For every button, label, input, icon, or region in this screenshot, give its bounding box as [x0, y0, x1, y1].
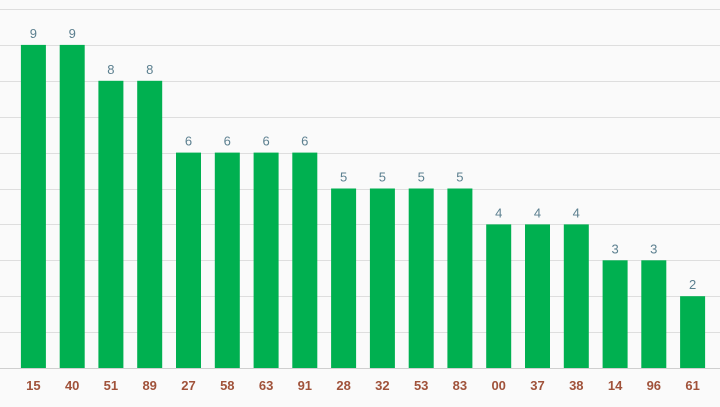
- bar-40: [59, 44, 85, 369]
- x-tick-label-51: 51: [104, 378, 118, 393]
- data-label-27: 6: [185, 134, 192, 149]
- bar-61: [680, 296, 706, 368]
- data-label-15: 9: [30, 26, 37, 41]
- x-tick-label-61: 61: [685, 378, 699, 393]
- x-tick-label-53: 53: [414, 378, 428, 393]
- data-label-83: 5: [456, 170, 463, 185]
- data-label-89: 8: [146, 62, 153, 77]
- x-tick-label-37: 37: [530, 378, 544, 393]
- bar-14: [602, 260, 628, 368]
- x-tick-label-89: 89: [142, 378, 156, 393]
- x-tick-label-15: 15: [26, 378, 40, 393]
- data-label-91: 6: [301, 134, 308, 149]
- bar-38: [563, 224, 589, 368]
- data-label-32: 5: [379, 170, 386, 185]
- bar-37: [525, 224, 550, 368]
- bar-96: [641, 260, 667, 368]
- x-tick-label-00: 00: [491, 378, 505, 393]
- data-label-28: 5: [340, 170, 347, 185]
- x-tick-label-63: 63: [259, 378, 273, 393]
- data-label-37: 4: [534, 205, 541, 220]
- bar-28: [331, 188, 357, 368]
- data-label-53: 5: [418, 170, 425, 185]
- bars: [20, 44, 706, 369]
- bar-15: [20, 44, 46, 369]
- bar-00: [486, 224, 512, 368]
- x-tick-label-91: 91: [298, 378, 312, 393]
- bar-53: [408, 188, 434, 368]
- data-label-96: 3: [650, 241, 657, 256]
- x-tick-label-32: 32: [375, 378, 389, 393]
- data-labels: 9 9 8 8 6 6 6 6 5 5 5 5 4 4 4 3 3 2: [30, 26, 696, 292]
- data-label-63: 6: [262, 134, 269, 149]
- data-label-61: 2: [689, 277, 696, 292]
- bar-89: [137, 80, 163, 369]
- bar-63: [253, 152, 279, 368]
- data-label-00: 4: [495, 205, 502, 220]
- x-tick-label-38: 38: [569, 378, 583, 393]
- x-tick-label-27: 27: [181, 378, 195, 393]
- bar-91: [292, 152, 318, 368]
- data-label-38: 4: [573, 205, 580, 220]
- bar-58: [214, 152, 240, 368]
- x-tick-label-28: 28: [336, 378, 350, 393]
- data-label-40: 9: [69, 26, 76, 41]
- bar-51: [98, 80, 124, 369]
- bar-27: [176, 152, 201, 368]
- x-tick-label-96: 96: [647, 378, 661, 393]
- x-axis-ticks: 15 40 51 89 27 58 63 91 28 32 53 83 00 37 38 14 96 61: [26, 378, 700, 393]
- data-label-51: 8: [107, 62, 114, 77]
- x-tick-label-14: 14: [608, 378, 623, 393]
- bar-32: [369, 188, 395, 368]
- data-label-58: 6: [224, 134, 231, 149]
- x-tick-label-40: 40: [65, 378, 79, 393]
- bar-83: [447, 188, 473, 368]
- x-tick-label-58: 58: [220, 378, 234, 393]
- data-label-14: 3: [611, 241, 618, 256]
- x-tick-label-83: 83: [453, 378, 467, 393]
